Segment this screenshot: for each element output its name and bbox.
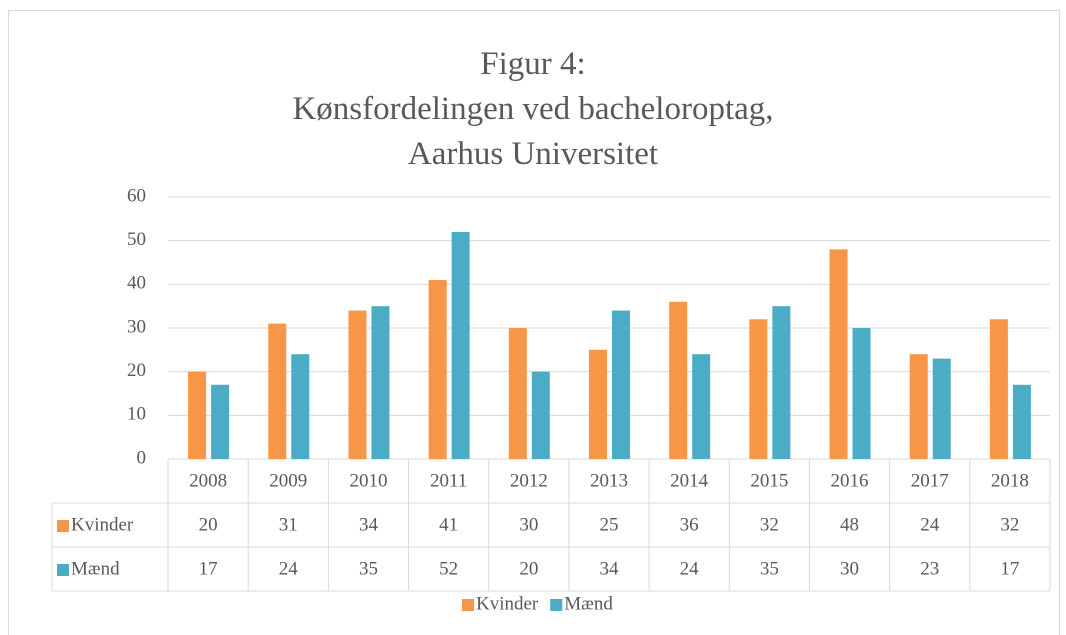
x-tick-label: 2018 — [991, 470, 1029, 491]
legend-label: Mænd — [564, 593, 613, 614]
table-value: 31 — [279, 514, 298, 535]
y-tick-label: 20 — [127, 360, 146, 381]
x-tick-label: 2012 — [510, 470, 548, 491]
x-tick-label: 2016 — [831, 470, 869, 491]
table-value: 24 — [920, 514, 940, 535]
table-value: 52 — [439, 558, 458, 579]
table-value: 23 — [920, 558, 939, 579]
table-series-name: Mænd — [71, 558, 120, 579]
bar — [909, 354, 928, 459]
bar — [428, 279, 447, 459]
chart-subtitle: Kønsfordelingen ved bacheloroptag, Aarhu… — [292, 91, 774, 172]
table-value: 35 — [760, 558, 779, 579]
bar — [348, 310, 367, 459]
y-tick-label: 50 — [127, 229, 146, 250]
chart-title: Figur 4: — [480, 46, 586, 82]
y-tick-label: 0 — [137, 447, 147, 468]
x-tick-label: 2011 — [430, 470, 467, 491]
table-value: 17 — [199, 558, 218, 579]
table-value: 35 — [359, 558, 378, 579]
bar — [829, 249, 848, 459]
bar — [211, 384, 230, 459]
bar — [772, 306, 791, 459]
bar — [451, 231, 470, 459]
table-value: 24 — [279, 558, 299, 579]
bar — [852, 328, 871, 459]
x-tick-label: 2015 — [750, 470, 788, 491]
bar — [989, 319, 1008, 459]
x-tick-label: 2017 — [911, 470, 949, 491]
bar — [268, 323, 287, 459]
bar — [589, 349, 607, 459]
table-value: 34 — [359, 514, 379, 535]
table-value: 30 — [840, 558, 859, 579]
bar — [692, 354, 711, 459]
table-value: 25 — [600, 514, 619, 535]
bar — [749, 319, 768, 459]
table-value: 24 — [680, 558, 700, 579]
table-legend-swatch — [57, 520, 69, 532]
y-tick-label: 10 — [127, 404, 146, 425]
bar — [669, 301, 688, 459]
bar — [291, 354, 310, 459]
y-tick-label: 60 — [127, 185, 146, 206]
x-tick-label: 2013 — [590, 470, 628, 491]
bar — [508, 328, 527, 459]
bar — [371, 306, 390, 459]
y-tick-label: 40 — [127, 273, 146, 294]
table-value: 41 — [439, 514, 458, 535]
table-value: 48 — [840, 514, 859, 535]
legend-label: Kvinder — [476, 593, 539, 614]
x-tick-label: 2008 — [189, 470, 227, 491]
table-value: 36 — [680, 514, 699, 535]
x-tick-label: 2014 — [670, 470, 709, 491]
table-value: 17 — [1000, 558, 1019, 579]
legend-swatch — [550, 599, 563, 611]
table-value: 34 — [600, 558, 620, 579]
bar — [1012, 384, 1031, 459]
table-value: 32 — [760, 514, 779, 535]
table-series-name: Kvinder — [71, 514, 134, 535]
table-value: 30 — [519, 514, 538, 535]
table-legend-swatch — [57, 564, 69, 576]
x-tick-label: 2009 — [269, 470, 307, 491]
y-tick-label: 30 — [127, 316, 146, 337]
x-tick-label: 2010 — [349, 470, 387, 491]
table-value: 20 — [519, 558, 538, 579]
bar — [531, 371, 550, 459]
chart-border — [8, 10, 1060, 635]
table-value: 20 — [199, 514, 218, 535]
table-value: 32 — [1000, 514, 1019, 535]
bar — [612, 310, 630, 459]
legend-swatch — [462, 599, 474, 611]
bar — [188, 371, 207, 459]
bar — [932, 358, 951, 459]
